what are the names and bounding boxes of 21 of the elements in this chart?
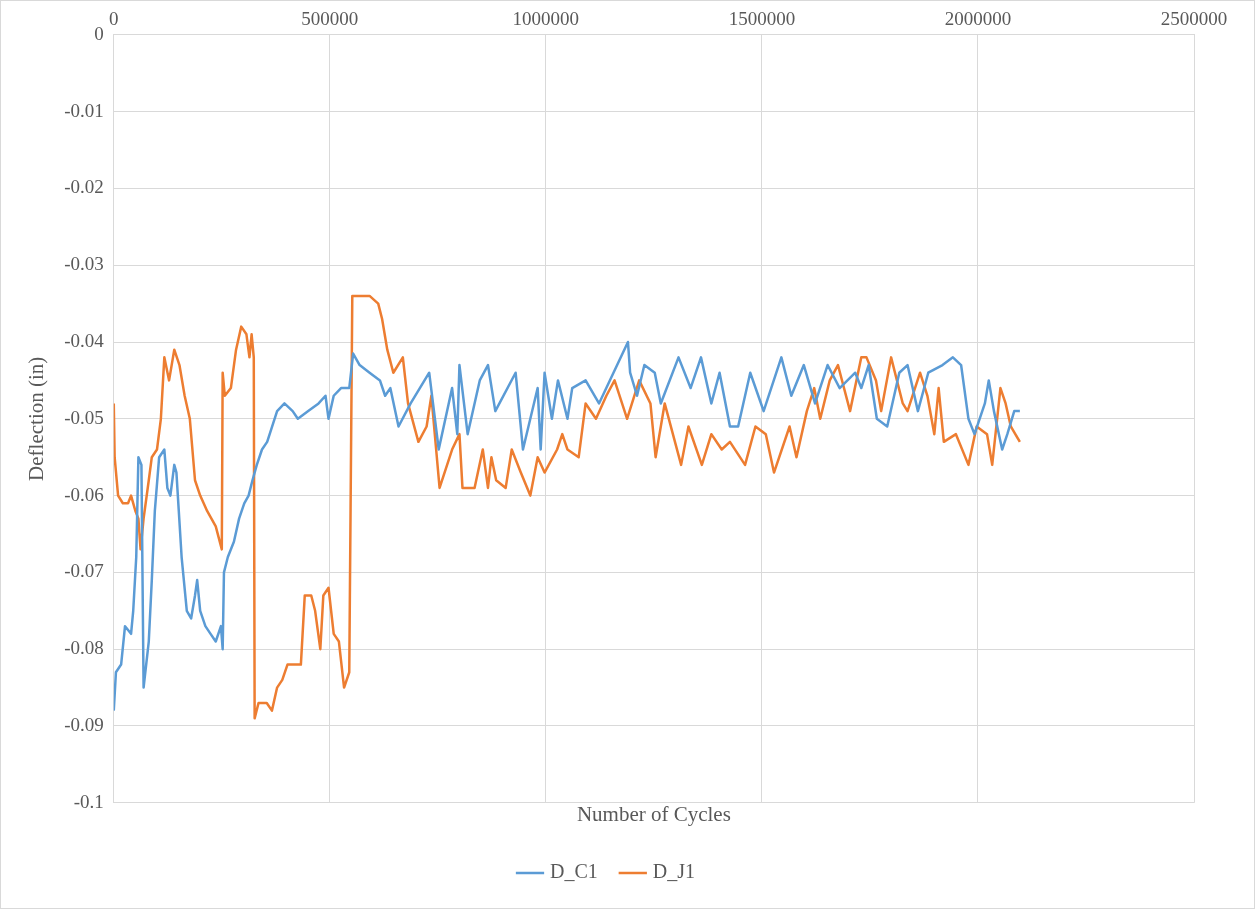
x-tick-label: 1000000 bbox=[512, 8, 580, 30]
legend-label: D_J1 bbox=[652, 860, 696, 883]
y-tick-label: -0.1 bbox=[73, 790, 104, 812]
y-tick-label: -0.03 bbox=[64, 253, 104, 275]
y-tick-label: -0.06 bbox=[64, 483, 104, 505]
legend-label: D_C1 bbox=[550, 860, 598, 883]
y-tick-label: -0.05 bbox=[64, 406, 104, 428]
y-tick-label: -0.01 bbox=[64, 99, 104, 121]
x-tick-label: 500000 bbox=[301, 8, 359, 30]
x-axis-title: Number of Cycles bbox=[576, 801, 731, 826]
y-tick-label: -0.02 bbox=[64, 176, 104, 198]
y-tick-label: -0.07 bbox=[64, 560, 104, 582]
y-tick-label: -0.09 bbox=[64, 713, 104, 735]
y-tick-label: 0 bbox=[94, 22, 104, 44]
x-tick-label: 1500000 bbox=[728, 8, 796, 30]
x-tick-label: 0 bbox=[109, 8, 119, 30]
y-tick-label: -0.08 bbox=[64, 637, 104, 659]
y-tick-label: -0.04 bbox=[64, 329, 105, 351]
y-axis-title: Deflection (in) bbox=[24, 356, 49, 481]
x-tick-label: 2500000 bbox=[1160, 8, 1228, 30]
x-tick-label: 2000000 bbox=[944, 8, 1012, 30]
